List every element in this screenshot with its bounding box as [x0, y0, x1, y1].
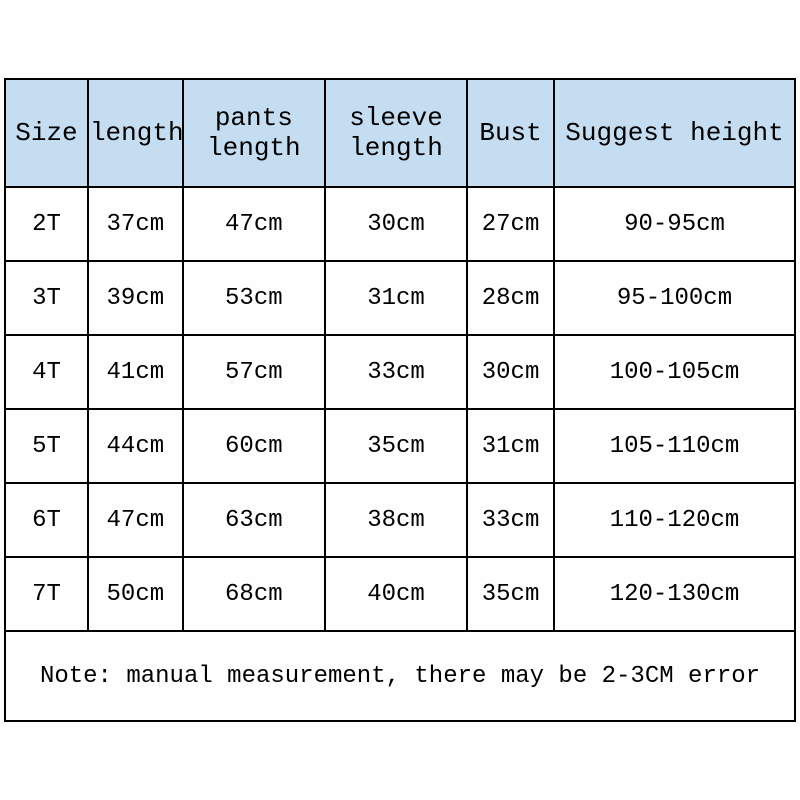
cell: 31cm [325, 261, 467, 335]
cell: 47cm [88, 483, 183, 557]
col-size: Size [5, 79, 88, 187]
cell: 50cm [88, 557, 183, 631]
cell: 57cm [183, 335, 325, 409]
size-table: Size length pants length sleeve length B… [4, 78, 796, 722]
cell: 4T [5, 335, 88, 409]
cell: 33cm [325, 335, 467, 409]
cell: 31cm [467, 409, 554, 483]
table-body: 2T 37cm 47cm 30cm 27cm 90-95cm 3T 39cm 5… [5, 187, 795, 721]
cell: 105-110cm [554, 409, 795, 483]
table-row: 7T 50cm 68cm 40cm 35cm 120-130cm [5, 557, 795, 631]
cell: 60cm [183, 409, 325, 483]
cell: 30cm [467, 335, 554, 409]
cell: 63cm [183, 483, 325, 557]
col-length: length [88, 79, 183, 187]
cell: 33cm [467, 483, 554, 557]
cell: 68cm [183, 557, 325, 631]
cell: 39cm [88, 261, 183, 335]
cell: 53cm [183, 261, 325, 335]
cell: 41cm [88, 335, 183, 409]
cell: 35cm [325, 409, 467, 483]
cell: 44cm [88, 409, 183, 483]
cell: 27cm [467, 187, 554, 261]
cell: 7T [5, 557, 88, 631]
cell: 28cm [467, 261, 554, 335]
table-row: 3T 39cm 53cm 31cm 28cm 95-100cm [5, 261, 795, 335]
cell: 2T [5, 187, 88, 261]
col-suggest-height: Suggest height [554, 79, 795, 187]
table-row: 6T 47cm 63cm 38cm 33cm 110-120cm [5, 483, 795, 557]
cell: 90-95cm [554, 187, 795, 261]
cell: 35cm [467, 557, 554, 631]
size-chart: Size length pants length sleeve length B… [4, 78, 796, 722]
cell: 38cm [325, 483, 467, 557]
col-pants-length: pants length [183, 79, 325, 187]
note-cell: Note: manual measurement, there may be 2… [5, 631, 795, 721]
cell: 3T [5, 261, 88, 335]
cell: 40cm [325, 557, 467, 631]
cell: 37cm [88, 187, 183, 261]
cell: 100-105cm [554, 335, 795, 409]
table-row: 5T 44cm 60cm 35cm 31cm 105-110cm [5, 409, 795, 483]
table-row: 4T 41cm 57cm 33cm 30cm 100-105cm [5, 335, 795, 409]
cell: 47cm [183, 187, 325, 261]
col-bust: Bust [467, 79, 554, 187]
col-sleeve-length: sleeve length [325, 79, 467, 187]
cell: 95-100cm [554, 261, 795, 335]
note-row: Note: manual measurement, there may be 2… [5, 631, 795, 721]
table-row: 2T 37cm 47cm 30cm 27cm 90-95cm [5, 187, 795, 261]
cell: 110-120cm [554, 483, 795, 557]
cell: 30cm [325, 187, 467, 261]
cell: 6T [5, 483, 88, 557]
table-header: Size length pants length sleeve length B… [5, 79, 795, 187]
cell: 120-130cm [554, 557, 795, 631]
cell: 5T [5, 409, 88, 483]
